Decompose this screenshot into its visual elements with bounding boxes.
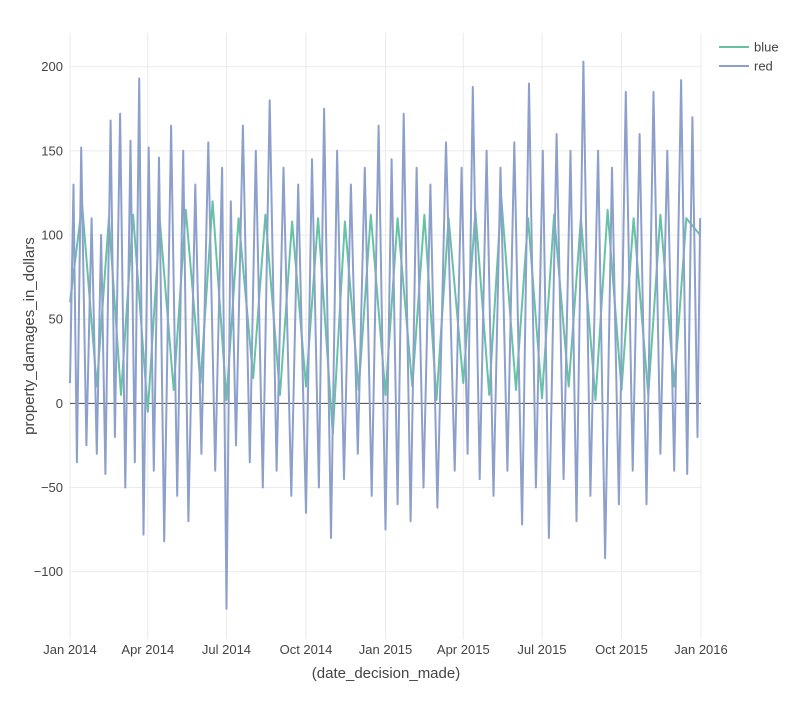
legend[interactable]: blue red [719,40,779,74]
series-layer [69,60,702,610]
series-line-red [69,60,702,610]
grid-layer [69,33,702,639]
legend-label: blue [754,40,779,55]
y-tick-label: 150 [41,143,63,158]
y-tick-label: −50 [41,480,63,495]
axis-layer: Jan 2014 Apr 2014 Jul 2014 Oct 2014 Jan 2015… [34,59,728,657]
x-tick-label: Apr 2014 [121,642,174,657]
x-tick-label: Jan 2016 [674,642,728,657]
y-tick-label: −100 [34,564,63,579]
x-axis-title: (date_decision_made) [312,665,460,682]
series-line-blue [69,197,701,435]
x-tick-label: Oct 2015 [595,642,648,657]
y-tick-label: 100 [41,228,63,243]
x-tick-label: Jan 2015 [359,642,413,657]
legend-item-red[interactable]: red [719,59,773,74]
x-tick-label: Apr 2015 [437,642,490,657]
legend-label: red [754,59,773,74]
x-tick-label: Jul 2014 [202,642,251,657]
x-tick-label: Jul 2015 [517,642,566,657]
x-tick-label: Jan 2014 [43,642,97,657]
legend-item-blue[interactable]: blue [719,40,779,55]
y-axis-title: property_damages_in_dollars [21,237,38,435]
y-tick-label: 200 [41,59,63,74]
y-tick-label: 50 [49,312,63,327]
y-tick-label: 0 [56,396,63,411]
x-tick-label: Oct 2014 [280,642,333,657]
